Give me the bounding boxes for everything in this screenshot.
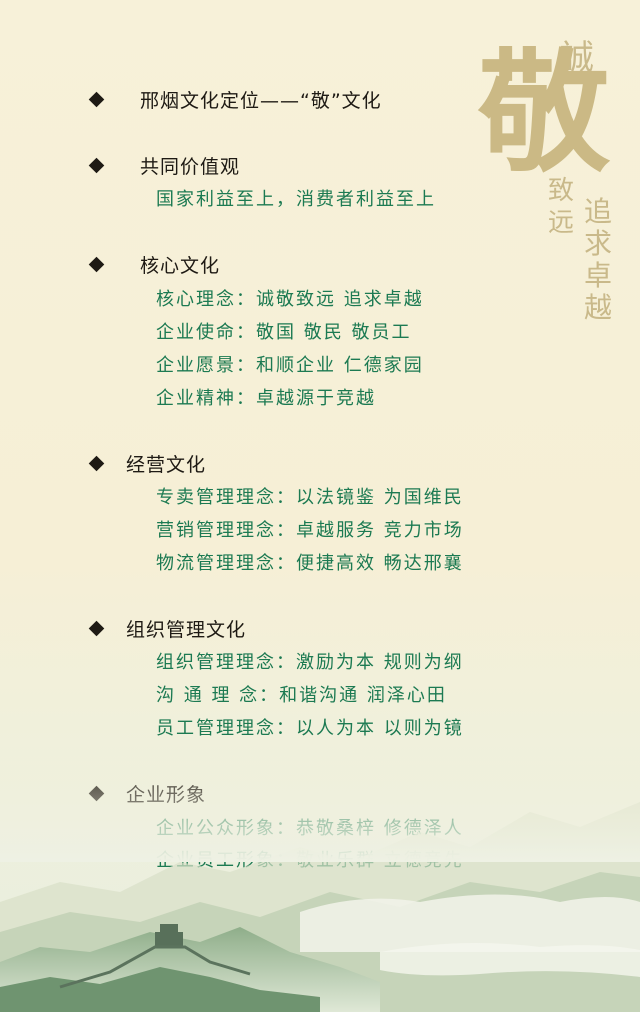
section-title: 经营文化 [126, 454, 207, 476]
diamond-bullet-icon [90, 622, 104, 636]
core-line: 企业精神：卓越源于竞越 [156, 388, 376, 409]
core-line: 企业愿景：和顺企业 仁德家园 [156, 355, 424, 376]
diamond-bullet-icon [90, 159, 104, 173]
section-title: 共同价值观 [140, 156, 241, 178]
calligraphy-zhuo: 卓 [584, 259, 613, 292]
org-line: 组织管理理念：激励为本 规则为纲 [156, 652, 464, 673]
section-org-heading: 组织管理文化 [90, 615, 246, 642]
diamond-bullet-icon [90, 258, 104, 272]
business-line: 专卖管理理念：以法镜鉴 为国维民 [156, 487, 464, 508]
calligraphy-cheng: 誠 [560, 38, 594, 78]
business-line: 营销管理理念：卓越服务 竞力市场 [156, 520, 464, 541]
calligraphy-yuan: 远 [548, 208, 575, 238]
section-values-heading: 共同价值观 [90, 152, 240, 179]
business-line: 物流管理理念：便捷高效 畅达邢襄 [156, 553, 464, 574]
calligraphy-zhi: 致 [548, 176, 575, 206]
section-title: 核心文化 [140, 255, 221, 277]
values-line: 国家利益至上，消费者利益至上 [156, 189, 436, 210]
calligraphy-zhui: 追 [584, 195, 613, 228]
core-line: 企业使命：敬国 敬民 敬员工 [156, 322, 412, 343]
section-title: 邢烟文化定位——“敬”文化 [140, 90, 382, 112]
diamond-bullet-icon [90, 93, 104, 107]
section-positioning-heading: 邢烟文化定位——“敬”文化 [90, 86, 382, 113]
section-title: 组织管理文化 [126, 619, 247, 641]
org-line: 员工管理理念：以人为本 以则为镜 [156, 718, 464, 739]
great-wall-landscape-image [0, 752, 640, 1012]
org-line: 沟 通 理 念：和谐沟通 润泽心田 [156, 685, 447, 706]
diamond-bullet-icon [90, 457, 104, 471]
calligraphy-qiu: 求 [584, 227, 613, 260]
core-line: 核心理念：诚敬致远 追求卓越 [156, 289, 424, 310]
calligraphy-yue: 越 [584, 291, 613, 324]
section-core-heading: 核心文化 [90, 251, 220, 278]
calligraphy-jing: 敬 [478, 36, 610, 191]
section-business-heading: 经营文化 [90, 450, 206, 477]
